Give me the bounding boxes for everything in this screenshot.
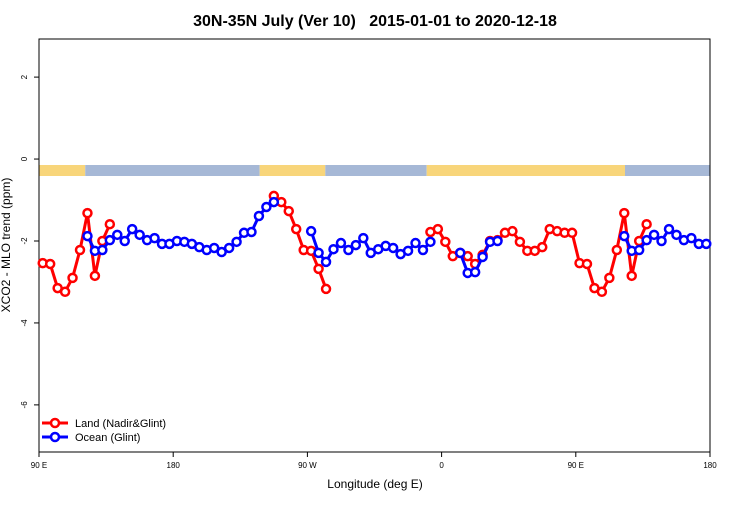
data-point <box>671 229 682 241</box>
data-point <box>313 247 324 259</box>
data-point <box>604 272 615 284</box>
data-point <box>74 244 86 256</box>
data-point <box>59 286 71 298</box>
data-point <box>268 196 280 208</box>
y-tick-label: 2 <box>20 74 29 79</box>
data-point <box>216 246 227 258</box>
data-point <box>313 263 324 275</box>
data-point <box>104 218 116 230</box>
data-point <box>82 230 93 242</box>
data-point <box>328 243 339 255</box>
surface-strip <box>85 165 260 176</box>
data-point <box>492 235 503 247</box>
data-point <box>387 242 399 254</box>
y-tick-label: 0 <box>20 156 29 161</box>
data-point <box>89 270 101 282</box>
surface-strip <box>325 165 427 176</box>
legend-label: Ocean (Glint) <box>75 432 140 444</box>
chart-title: 30N-35N July (Ver 10) 2015-01-01 to 2020… <box>193 13 557 30</box>
data-point <box>410 237 421 249</box>
data-point <box>633 244 645 256</box>
data-point <box>611 244 623 256</box>
data-point <box>253 210 265 222</box>
data-point <box>417 244 429 256</box>
data-point <box>425 236 436 248</box>
data-point <box>514 236 526 248</box>
data-point <box>231 236 242 248</box>
data-point <box>320 283 332 295</box>
data-point <box>402 245 414 257</box>
data-point <box>507 225 518 237</box>
data-point <box>641 234 652 246</box>
data-point <box>648 229 660 241</box>
data-point <box>432 223 444 235</box>
data-point <box>537 241 548 253</box>
x-tick-label: 180 <box>167 461 181 470</box>
data-point <box>358 232 369 244</box>
data-point <box>283 205 295 217</box>
data-point <box>701 238 712 250</box>
x-tick-label: 90 W <box>298 461 317 470</box>
data-point <box>261 201 272 213</box>
data-point <box>82 207 93 219</box>
legend-label: Land (Nadir&Glint) <box>75 418 166 430</box>
data-point <box>663 223 675 235</box>
legend-marker <box>49 417 61 429</box>
data-point <box>335 237 347 249</box>
data-point <box>134 229 145 241</box>
data-point <box>440 236 451 248</box>
data-point <box>619 230 630 242</box>
y-tick-label: -4 <box>20 319 29 327</box>
data-point <box>119 235 130 247</box>
data-point <box>596 286 608 298</box>
y-axis-label: XCO2 - MLO trend (ppm) <box>0 178 13 313</box>
surface-strip <box>426 165 626 176</box>
y-tick-label: -6 <box>20 401 29 409</box>
data-point <box>641 218 652 230</box>
data-point <box>208 242 220 254</box>
data-point <box>104 234 116 246</box>
x-axis-label: Longitude (deg E) <box>327 477 422 491</box>
data-point <box>67 272 78 284</box>
data-point <box>343 244 354 256</box>
data-point <box>686 232 697 244</box>
data-point <box>619 207 630 219</box>
data-point <box>290 223 302 235</box>
x-tick-label: 90 E <box>31 461 47 470</box>
x-tick-label: 0 <box>439 461 444 470</box>
data-point <box>477 251 488 263</box>
data-point <box>112 229 123 241</box>
data-point <box>469 266 481 278</box>
data-point <box>149 232 160 244</box>
data-point <box>44 258 56 270</box>
x-tick-label: 90 E <box>568 461 584 470</box>
data-point <box>656 235 667 247</box>
data-point <box>126 223 138 235</box>
legend-marker <box>49 431 61 443</box>
data-point <box>246 226 257 238</box>
data-point <box>97 244 108 256</box>
data-point <box>223 242 235 254</box>
data-point <box>320 256 332 268</box>
data-point <box>454 247 466 259</box>
data-point <box>305 225 317 237</box>
x-tick-label: 180 <box>703 461 717 470</box>
data-point <box>581 258 593 270</box>
surface-strip <box>39 165 86 176</box>
data-point <box>566 227 578 239</box>
surface-strip <box>259 165 326 176</box>
data-point <box>350 239 362 251</box>
surface-strip <box>625 165 710 176</box>
data-point <box>626 270 637 282</box>
y-tick-label: -2 <box>20 237 29 245</box>
